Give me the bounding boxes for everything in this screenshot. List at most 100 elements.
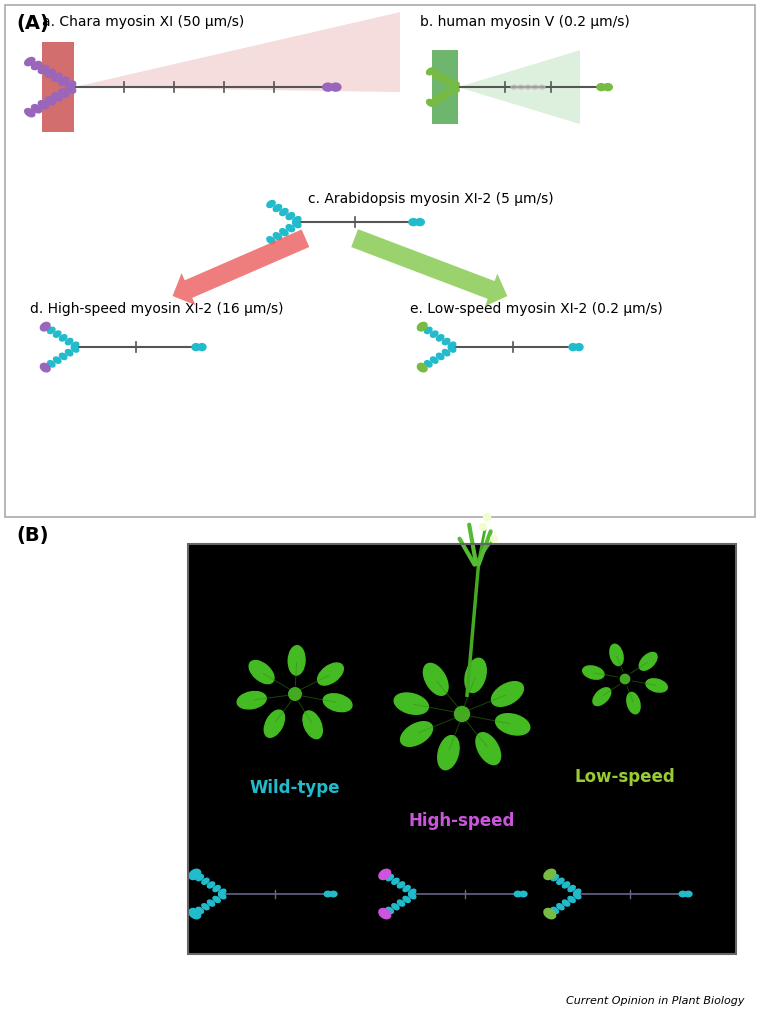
Ellipse shape bbox=[392, 904, 399, 909]
Ellipse shape bbox=[451, 85, 459, 92]
Ellipse shape bbox=[53, 331, 61, 337]
Ellipse shape bbox=[451, 82, 459, 89]
Ellipse shape bbox=[274, 232, 281, 240]
Ellipse shape bbox=[267, 237, 275, 244]
Ellipse shape bbox=[425, 328, 432, 334]
Ellipse shape bbox=[318, 663, 344, 685]
Ellipse shape bbox=[71, 346, 79, 352]
Ellipse shape bbox=[416, 218, 424, 225]
Ellipse shape bbox=[386, 874, 394, 881]
Ellipse shape bbox=[71, 342, 79, 348]
Ellipse shape bbox=[191, 871, 198, 877]
Ellipse shape bbox=[381, 911, 388, 918]
Ellipse shape bbox=[480, 523, 486, 530]
Text: c. Arabidopsis myosin XI-2 (5 μm/s): c. Arabidopsis myosin XI-2 (5 μm/s) bbox=[308, 193, 553, 206]
Ellipse shape bbox=[191, 911, 198, 918]
Ellipse shape bbox=[685, 891, 692, 897]
Ellipse shape bbox=[430, 357, 438, 364]
Bar bbox=[432, 50, 458, 124]
Ellipse shape bbox=[520, 891, 527, 897]
Ellipse shape bbox=[274, 205, 281, 212]
Ellipse shape bbox=[267, 201, 275, 208]
Ellipse shape bbox=[323, 83, 333, 91]
Ellipse shape bbox=[219, 893, 226, 899]
Ellipse shape bbox=[551, 874, 559, 881]
Ellipse shape bbox=[31, 104, 42, 113]
Ellipse shape bbox=[525, 85, 531, 89]
Ellipse shape bbox=[397, 900, 404, 906]
Ellipse shape bbox=[264, 710, 284, 737]
Ellipse shape bbox=[575, 344, 583, 350]
Ellipse shape bbox=[409, 893, 416, 899]
Ellipse shape bbox=[38, 66, 49, 74]
Ellipse shape bbox=[476, 733, 501, 765]
Ellipse shape bbox=[287, 224, 294, 231]
Ellipse shape bbox=[417, 364, 427, 372]
Ellipse shape bbox=[207, 882, 214, 888]
Ellipse shape bbox=[532, 85, 538, 89]
Ellipse shape bbox=[287, 213, 294, 219]
Ellipse shape bbox=[583, 666, 604, 679]
Ellipse shape bbox=[207, 900, 214, 906]
Ellipse shape bbox=[679, 891, 686, 897]
Ellipse shape bbox=[379, 869, 391, 880]
Ellipse shape bbox=[448, 342, 456, 348]
Ellipse shape bbox=[392, 879, 399, 885]
Ellipse shape bbox=[381, 871, 388, 877]
Ellipse shape bbox=[65, 85, 76, 93]
Ellipse shape bbox=[557, 879, 564, 885]
Ellipse shape bbox=[574, 889, 581, 895]
Text: b. human myosin V (0.2 μm/s): b. human myosin V (0.2 μm/s) bbox=[420, 15, 630, 29]
Ellipse shape bbox=[417, 323, 427, 331]
Ellipse shape bbox=[426, 99, 435, 106]
Ellipse shape bbox=[518, 85, 524, 89]
Ellipse shape bbox=[557, 904, 564, 909]
Ellipse shape bbox=[196, 874, 204, 881]
Ellipse shape bbox=[42, 365, 49, 371]
Ellipse shape bbox=[52, 73, 62, 81]
Text: Current Opinion in Plant Biology: Current Opinion in Plant Biology bbox=[565, 996, 744, 1006]
Ellipse shape bbox=[280, 228, 288, 236]
Ellipse shape bbox=[38, 100, 49, 109]
Ellipse shape bbox=[492, 682, 524, 707]
Ellipse shape bbox=[379, 908, 391, 919]
Ellipse shape bbox=[213, 896, 220, 902]
Ellipse shape bbox=[546, 911, 553, 918]
Ellipse shape bbox=[445, 89, 453, 96]
Ellipse shape bbox=[439, 75, 447, 82]
Ellipse shape bbox=[59, 353, 67, 359]
Ellipse shape bbox=[419, 365, 426, 371]
Ellipse shape bbox=[219, 889, 226, 895]
Ellipse shape bbox=[331, 83, 341, 91]
Ellipse shape bbox=[24, 57, 35, 66]
Ellipse shape bbox=[544, 869, 556, 880]
Ellipse shape bbox=[293, 217, 301, 223]
Ellipse shape bbox=[442, 349, 450, 355]
Text: (A): (A) bbox=[16, 14, 49, 33]
Ellipse shape bbox=[65, 81, 76, 89]
Ellipse shape bbox=[436, 353, 444, 359]
Ellipse shape bbox=[45, 97, 55, 105]
Polygon shape bbox=[74, 12, 400, 92]
Ellipse shape bbox=[45, 70, 55, 78]
Ellipse shape bbox=[426, 68, 435, 75]
Ellipse shape bbox=[646, 679, 667, 692]
Ellipse shape bbox=[65, 338, 73, 345]
Ellipse shape bbox=[445, 79, 453, 85]
Polygon shape bbox=[458, 50, 580, 124]
Ellipse shape bbox=[597, 84, 606, 90]
Ellipse shape bbox=[293, 220, 301, 227]
Ellipse shape bbox=[539, 85, 545, 89]
Ellipse shape bbox=[409, 889, 416, 895]
Ellipse shape bbox=[24, 109, 35, 117]
Ellipse shape bbox=[330, 891, 337, 897]
Ellipse shape bbox=[189, 869, 201, 880]
Ellipse shape bbox=[448, 346, 456, 352]
Ellipse shape bbox=[515, 891, 521, 897]
Ellipse shape bbox=[496, 714, 530, 735]
Bar bbox=[42, 42, 74, 132]
Ellipse shape bbox=[202, 904, 209, 909]
Ellipse shape bbox=[425, 360, 432, 367]
Ellipse shape bbox=[432, 96, 441, 102]
Ellipse shape bbox=[196, 907, 204, 913]
